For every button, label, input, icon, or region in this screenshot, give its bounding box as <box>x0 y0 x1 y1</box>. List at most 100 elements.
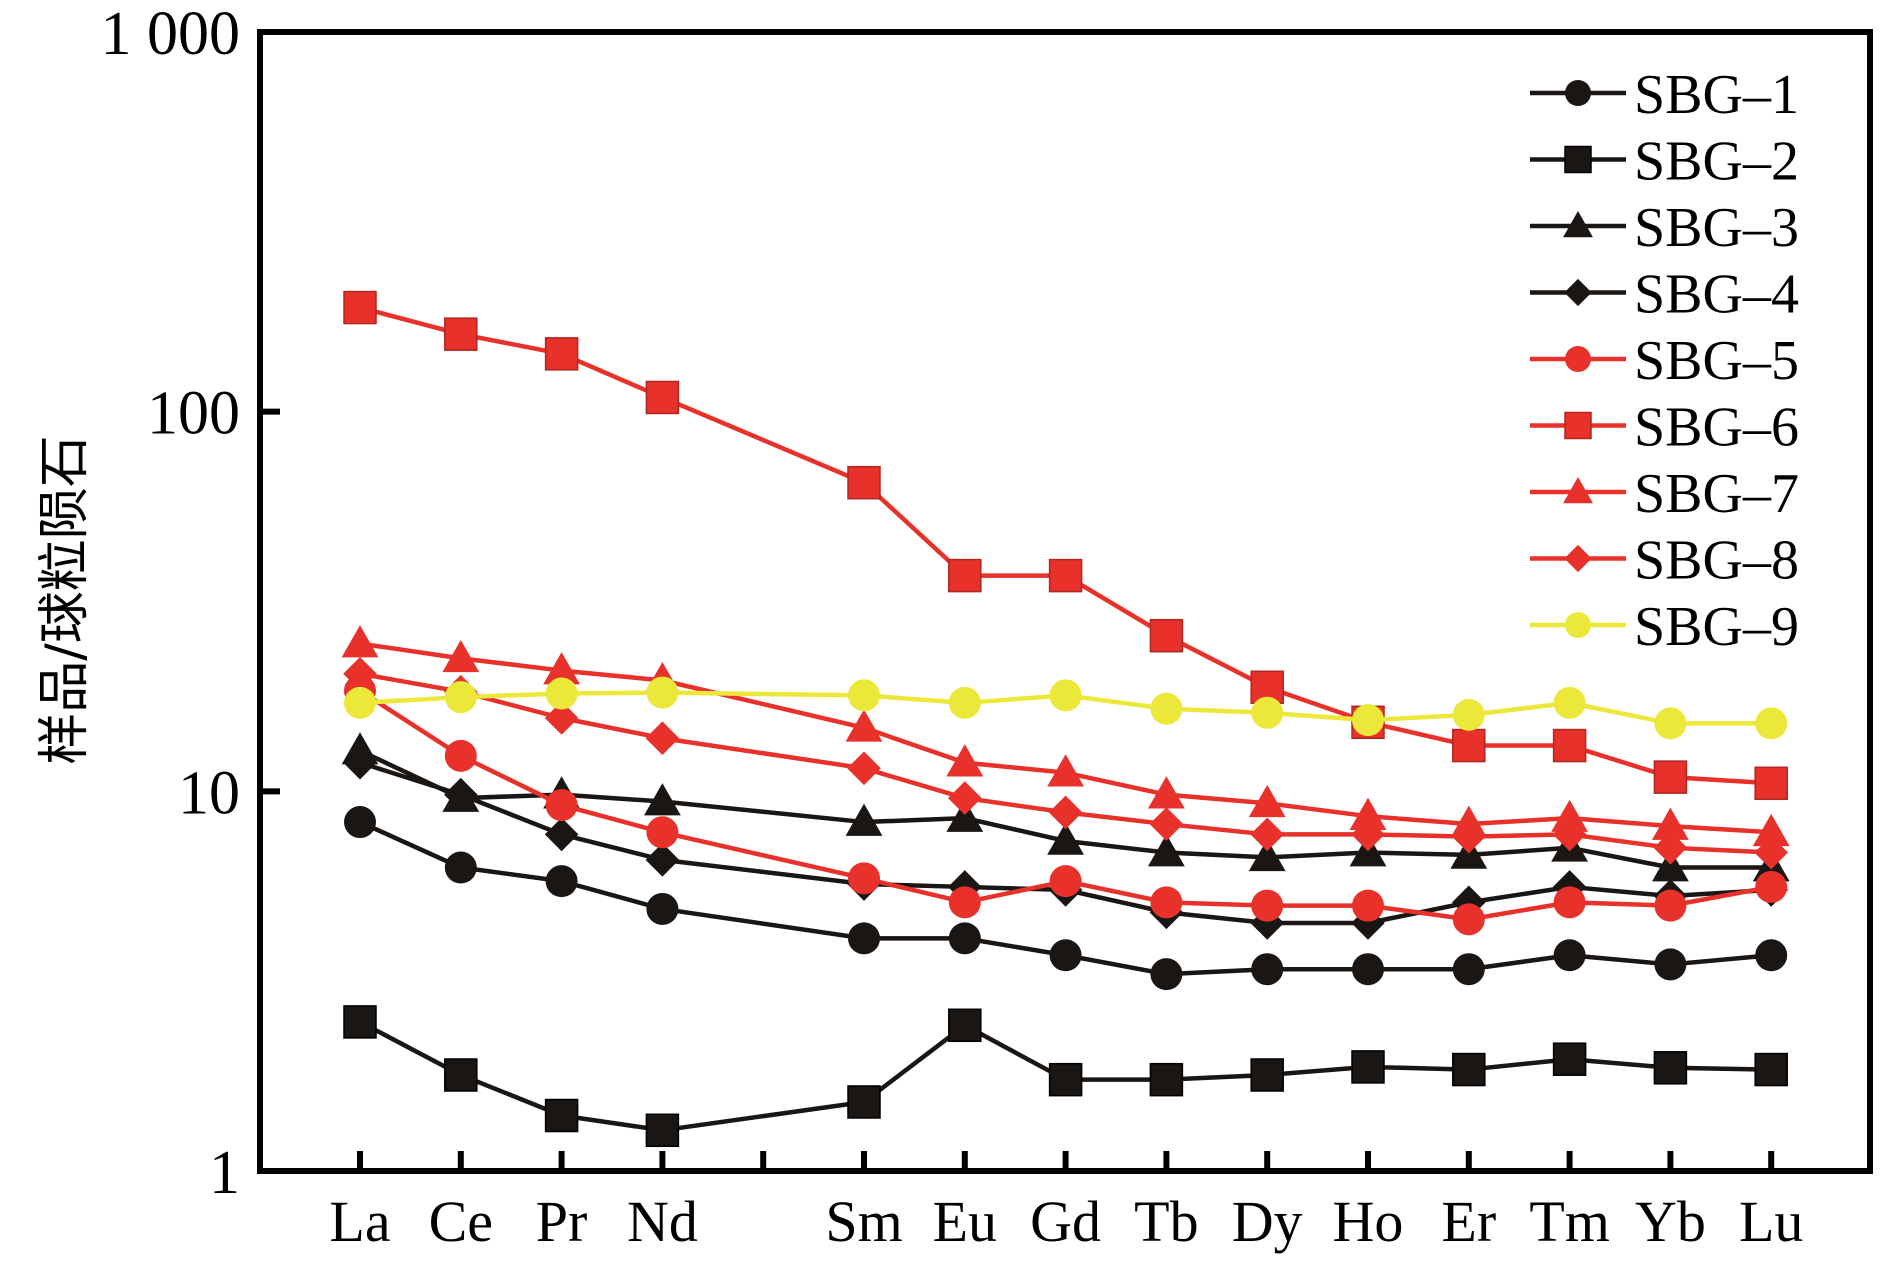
data-point <box>847 465 881 500</box>
data-point <box>1352 953 1384 986</box>
x-tick-label: Yb <box>1635 1189 1706 1254</box>
data-point <box>645 380 680 415</box>
legend-label: SBG–4 <box>1634 264 1799 326</box>
data-point <box>1553 886 1586 919</box>
data-point <box>1552 1042 1587 1076</box>
data-point <box>444 777 478 812</box>
data-point <box>948 1008 982 1043</box>
y-tick-label: 100 <box>147 380 240 448</box>
series-line <box>359 641 1772 835</box>
data-point <box>1452 819 1486 854</box>
series-1 <box>344 806 1788 991</box>
x-tick-label: Gd <box>1030 1189 1101 1254</box>
data-point <box>1248 838 1286 872</box>
data-point <box>1148 834 1185 867</box>
data-point <box>1049 939 1082 972</box>
y-axis: 1 10 100 1 000 <box>101 0 280 1207</box>
data-point <box>1047 754 1084 787</box>
series-line <box>359 690 1772 726</box>
data-point <box>444 739 477 772</box>
data-point <box>1654 707 1687 740</box>
legend-label: SBG–3 <box>1634 197 1799 259</box>
x-tick-label: Eu <box>933 1189 997 1254</box>
y-tick-label: 10 <box>178 759 240 827</box>
series-line <box>359 748 1772 870</box>
legend-label: SBG–9 <box>1634 596 1799 658</box>
data-point <box>1752 813 1790 847</box>
data-point <box>544 1098 579 1133</box>
legend-marker <box>1563 211 1593 238</box>
data-point <box>444 317 478 351</box>
data-point <box>1352 889 1384 922</box>
legend-item: SBG–3 <box>1530 197 1799 259</box>
data-point <box>1552 728 1587 763</box>
plot-frame <box>257 29 1873 1174</box>
data-point <box>646 892 679 925</box>
series-line <box>358 1019 1772 1133</box>
data-point <box>343 1005 377 1039</box>
data-point <box>1251 953 1284 986</box>
series-8 <box>343 656 1788 870</box>
data-point <box>1754 1052 1788 1087</box>
data-point <box>1049 865 1082 898</box>
data-point <box>1250 1058 1284 1092</box>
y-tick-label: 1 000 <box>101 0 241 68</box>
data-point <box>1452 953 1485 986</box>
x-tick-label: Tm <box>1529 1189 1610 1254</box>
data-point <box>1150 692 1183 725</box>
data-point <box>1654 889 1687 922</box>
data-point <box>544 817 579 852</box>
data-point <box>343 656 377 691</box>
data-point <box>341 625 379 658</box>
data-point <box>344 806 376 839</box>
data-point <box>847 751 881 786</box>
data-point <box>948 886 981 919</box>
legend-item: SBG–5 <box>1530 330 1799 392</box>
data-point <box>948 922 981 955</box>
legend-marker <box>1565 80 1591 106</box>
x-tick-label: Ce <box>429 1189 493 1254</box>
data-point <box>946 744 984 777</box>
legend-item: SBG–1 <box>1530 64 1799 126</box>
x-tick-label: Lu <box>1739 1189 1803 1254</box>
data-point <box>444 851 477 884</box>
series-9 <box>344 676 1788 740</box>
legend-marker <box>1565 346 1591 372</box>
x-tick-label: Sm <box>825 1189 902 1254</box>
data-point <box>1349 797 1387 831</box>
x-tick-label: Tb <box>1134 1189 1198 1254</box>
x-axis: La Ce Pr Nd Sm Eu Gd Tb Dy Ho Er Tm Yb Lu <box>329 1151 1803 1254</box>
data-point <box>1250 817 1284 852</box>
legend-marker <box>1564 411 1592 440</box>
legend-label: SBG–8 <box>1634 530 1799 592</box>
data-point <box>545 865 578 898</box>
x-tick-label: Nd <box>627 1189 698 1254</box>
data-point <box>845 803 883 836</box>
data-point <box>1049 679 1082 712</box>
data-point <box>1755 707 1788 740</box>
data-point <box>848 862 880 895</box>
data-point <box>1150 886 1183 919</box>
data-point <box>1652 849 1689 882</box>
x-tick-label: Dy <box>1232 1189 1303 1254</box>
data-point <box>1150 958 1183 991</box>
legend-item: SBG–8 <box>1530 530 1799 592</box>
legend: SBG–1SBG–2SBG–3SBG–4SBG–5SBG–6SBG–7SBG–8… <box>1530 64 1799 658</box>
data-point <box>1452 698 1485 731</box>
data-point <box>645 843 680 877</box>
legend-marker <box>1565 612 1591 638</box>
x-tick-label: Er <box>1441 1189 1496 1254</box>
data-point <box>1149 807 1184 841</box>
data-point <box>544 337 579 371</box>
data-point <box>1452 1052 1486 1087</box>
data-point <box>1553 939 1586 972</box>
data-point <box>1654 948 1687 981</box>
data-point <box>1148 776 1185 809</box>
data-point <box>1553 686 1586 719</box>
series-line <box>359 820 1772 977</box>
x-tick-label: La <box>329 1189 390 1254</box>
legend-item: SBG–2 <box>1530 131 1799 193</box>
data-point <box>444 1058 478 1092</box>
data-point <box>848 679 880 712</box>
